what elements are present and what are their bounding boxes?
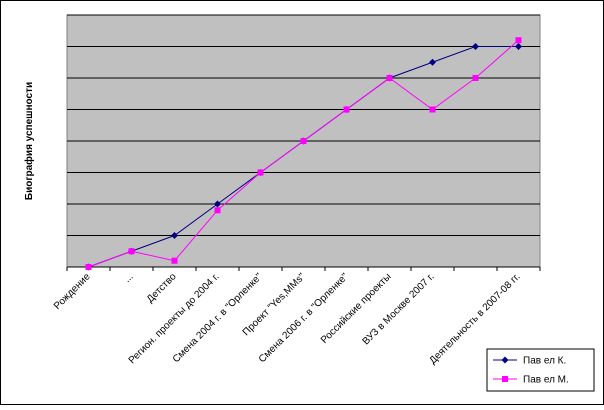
legend-marker (501, 356, 509, 364)
data-point (300, 138, 307, 144)
data-point (343, 106, 350, 113)
data-point (386, 75, 393, 81)
data-point (171, 257, 178, 264)
legend-marker (502, 376, 508, 382)
data-point (214, 207, 221, 214)
legend-label: Пав ел М. (523, 375, 569, 386)
data-point (85, 264, 92, 270)
data-point (429, 58, 436, 66)
data-point (171, 232, 178, 239)
y-axis-label: Биография успешности (23, 82, 35, 200)
data-point (515, 43, 522, 50)
data-point (429, 106, 436, 113)
data-point (214, 200, 221, 208)
series (85, 37, 522, 270)
data-point (472, 75, 479, 81)
data-point (257, 169, 264, 176)
legend-box (486, 348, 595, 392)
data-point (515, 37, 522, 44)
legend-label: Пав ел К. (523, 356, 566, 367)
data-point (472, 43, 479, 50)
data-point (128, 248, 135, 255)
legend: Пав ел К. Пав ел М. (486, 348, 595, 392)
